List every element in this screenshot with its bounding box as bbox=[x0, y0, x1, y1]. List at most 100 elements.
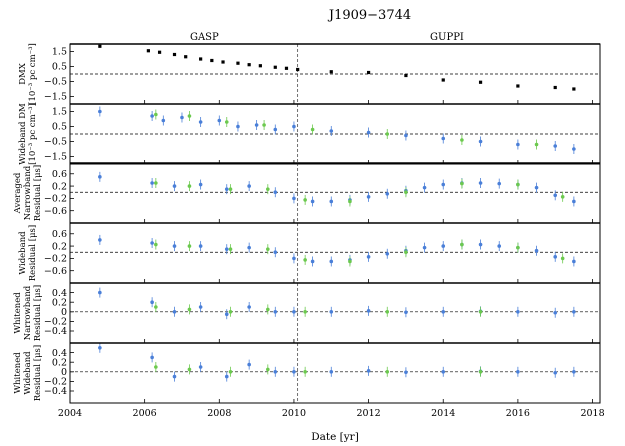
narrowband-point bbox=[310, 259, 315, 264]
wideband-point bbox=[154, 242, 158, 247]
narrowband-point bbox=[224, 312, 229, 317]
wideband-point bbox=[154, 365, 158, 369]
dmx-point bbox=[478, 80, 483, 84]
y-axis-label: DMX[10⁻³ pc cm⁻³] bbox=[18, 43, 38, 105]
narrowband-point bbox=[366, 369, 371, 373]
wideband-point bbox=[228, 187, 233, 191]
narrowband-point bbox=[292, 310, 296, 314]
dmx-point bbox=[210, 58, 214, 63]
dmx-point bbox=[329, 70, 333, 74]
x-tick-label: 2010 bbox=[282, 408, 306, 419]
wideband-point bbox=[516, 182, 520, 187]
wideband-point bbox=[187, 184, 192, 188]
narrowband-point bbox=[572, 147, 576, 151]
x-tick-label: 2012 bbox=[356, 408, 380, 419]
wideband-point bbox=[154, 305, 158, 309]
dmx-point bbox=[172, 52, 177, 57]
narrowband-point bbox=[385, 251, 390, 256]
narrowband-point bbox=[553, 310, 558, 315]
panel-wideband-res: −0.6−0.2 0.20.6 WidebandResidual [μs] bbox=[18, 222, 601, 284]
narrowband-point bbox=[385, 191, 390, 196]
y-tick-label: −0.2 bbox=[44, 254, 67, 265]
y-tick-label: 1.5 bbox=[52, 47, 67, 58]
dmx-point bbox=[247, 63, 251, 67]
backend-label: GUPPI bbox=[430, 32, 464, 43]
narrowband-point bbox=[292, 370, 296, 374]
narrowband-point bbox=[98, 238, 102, 242]
wideband-point bbox=[460, 181, 464, 186]
wideband-point bbox=[266, 307, 270, 312]
dmx-point bbox=[366, 70, 371, 75]
panel-wideband-dm: −1.5 −0.5 0.5 1.5 Wideband DM[10⁻³ pc cm⁻³] bbox=[18, 103, 601, 165]
wideband-point bbox=[303, 370, 307, 374]
narrowband-point bbox=[172, 310, 177, 314]
wideband-point bbox=[460, 138, 464, 142]
wideband-point bbox=[187, 244, 192, 248]
y-tick-label: −1.5 bbox=[44, 152, 67, 163]
narrowband-point bbox=[534, 185, 539, 190]
dmx-point bbox=[199, 57, 203, 61]
wideband-point bbox=[303, 310, 307, 314]
wideband-point bbox=[310, 127, 315, 132]
y-tick-label: −0.2 bbox=[44, 377, 67, 388]
panel-frame bbox=[69, 342, 601, 404]
x-tick-label: 2018 bbox=[580, 408, 604, 419]
narrowband-point bbox=[310, 199, 315, 204]
y-axis-label-line: Wideband DM bbox=[18, 103, 28, 165]
backend-label: GASP bbox=[190, 32, 219, 43]
y-axis-label-line: Averaged bbox=[13, 172, 23, 214]
narrowband-point bbox=[172, 374, 177, 379]
narrowband-point bbox=[441, 244, 446, 248]
dmx-point bbox=[572, 87, 576, 91]
narrowband-point bbox=[198, 244, 203, 248]
y-tick-label: −0.2 bbox=[44, 194, 67, 205]
y-axis-label-line: DMX bbox=[18, 62, 28, 85]
y-tick-label: −0.6 bbox=[44, 206, 67, 217]
wideband-point bbox=[478, 310, 483, 314]
y-tick-label: −0.4 bbox=[44, 326, 67, 337]
narrowband-point bbox=[224, 374, 229, 379]
y-tick-label: 0.2 bbox=[52, 357, 67, 368]
narrowband-point bbox=[441, 310, 446, 314]
dmx-point bbox=[184, 55, 188, 59]
wideband-point bbox=[262, 123, 266, 127]
y-axis-label-line: [10⁻³ pc cm⁻³] bbox=[28, 103, 38, 165]
panel-frame bbox=[69, 282, 601, 344]
wideband-point bbox=[266, 187, 270, 191]
y-axis-label-line: Residual [μs] bbox=[28, 225, 38, 281]
y-axis-label-line: Narrowband bbox=[23, 285, 33, 340]
narrowband-point bbox=[404, 370, 408, 375]
narrowband-point bbox=[516, 370, 520, 374]
panel-frame bbox=[69, 222, 601, 284]
narrowband-point bbox=[329, 310, 334, 314]
y-axis-label: WhitenedNarrowbandResidual [μs] bbox=[13, 285, 43, 341]
panel-avg-narrowband: −0.6−0.2 0.20.6 AveragedNarrowbandResidual… bbox=[13, 162, 601, 224]
narrowband-point bbox=[329, 129, 334, 133]
y-axis-label: WhitenedWidebandResidual [μs] bbox=[13, 345, 43, 401]
narrowband-point bbox=[292, 196, 296, 201]
y-axis-label-line: Wideband bbox=[18, 231, 28, 275]
narrowband-point bbox=[98, 290, 102, 295]
narrowband-point bbox=[247, 184, 251, 188]
narrowband-point bbox=[553, 370, 558, 375]
wideband-point bbox=[534, 142, 539, 147]
narrowband-point bbox=[366, 309, 371, 313]
narrowband-point bbox=[329, 199, 334, 204]
dmx-point bbox=[273, 65, 277, 69]
wideband-point bbox=[560, 195, 565, 199]
narrowband-point bbox=[441, 370, 446, 374]
narrowband-point bbox=[98, 109, 102, 114]
y-tick-label: 0.2 bbox=[52, 181, 67, 192]
narrowband-point bbox=[217, 118, 222, 123]
y-axis-label: AveragedNarrowbandResidual [μs] bbox=[13, 165, 43, 221]
narrowband-point bbox=[172, 244, 177, 248]
x-axis-label: Date [yr] bbox=[311, 431, 359, 443]
x-axis: 2004 2006 2008 2010 2012 2014 2016 2018 bbox=[58, 408, 605, 419]
narrowband-point bbox=[172, 184, 177, 188]
y-tick-label: −0.5 bbox=[44, 137, 67, 148]
y-tick-label: 0.4 bbox=[52, 348, 67, 359]
wideband-point bbox=[187, 307, 192, 312]
wideband-point bbox=[404, 190, 408, 195]
narrowband-point bbox=[292, 256, 296, 261]
wideband-point bbox=[404, 250, 408, 255]
